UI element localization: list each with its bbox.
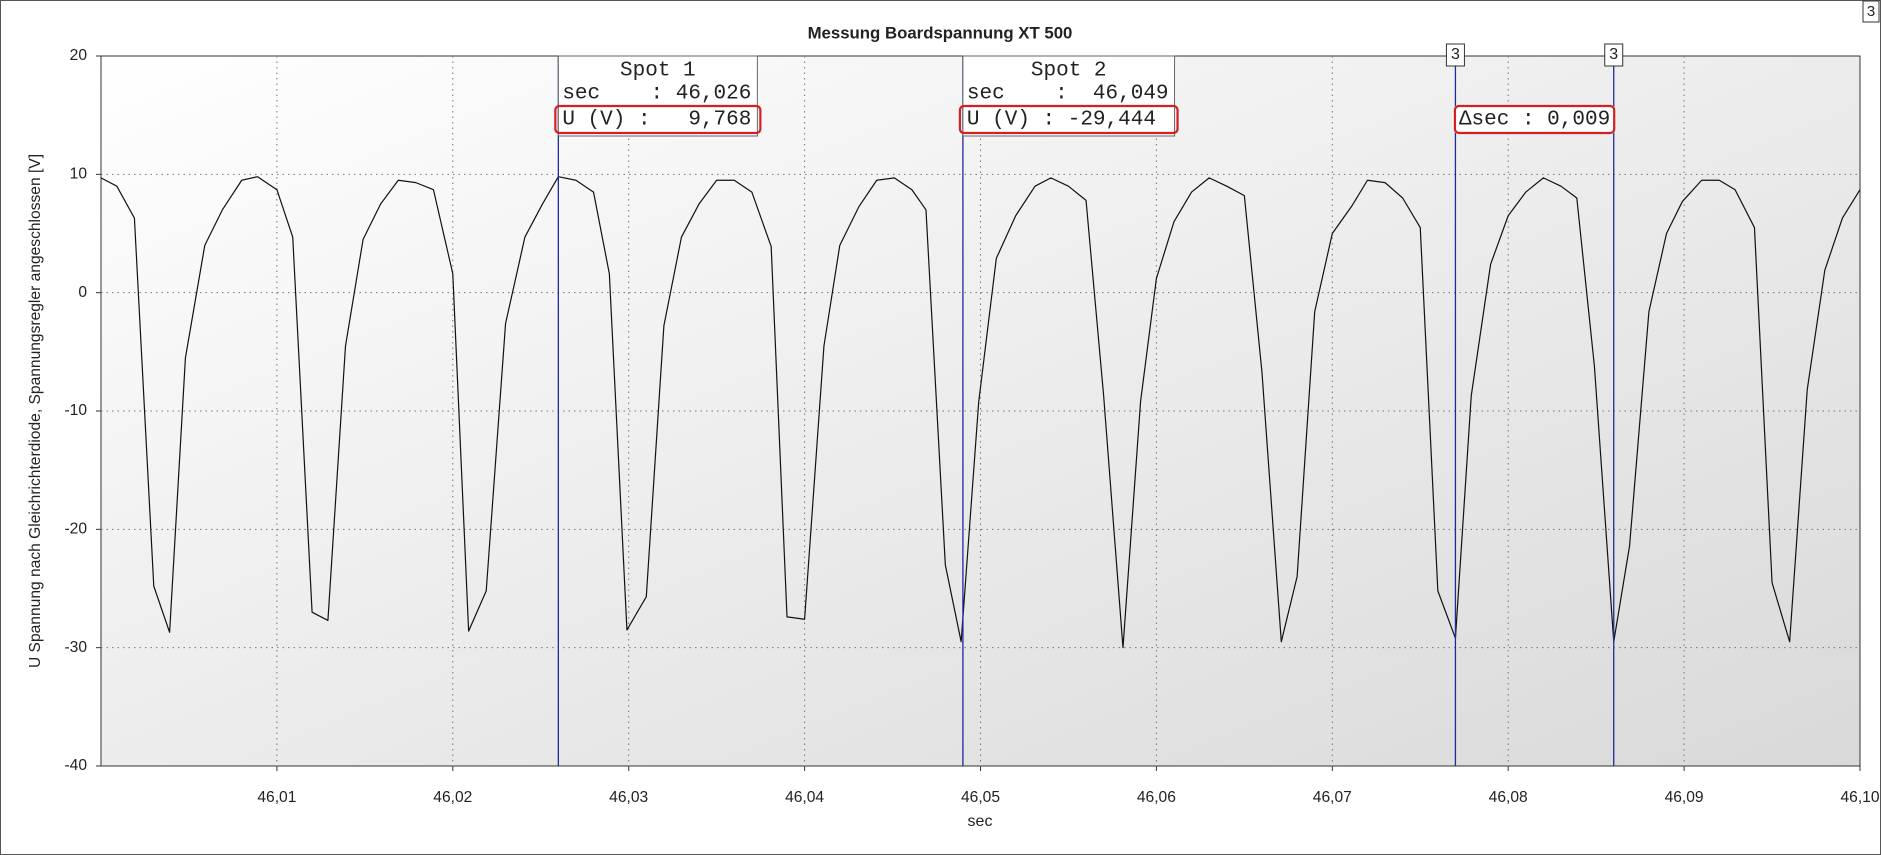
readout-title: Spot 1 (620, 60, 696, 83)
corner-box (1862, 0, 1880, 23)
readout-box (557, 55, 758, 137)
corner-label: 3 (1867, 3, 1875, 20)
readout-y: U (V) : -29,444 (967, 109, 1156, 132)
x-tick-label: 46,03 (609, 789, 648, 806)
marker-box (1445, 43, 1465, 67)
plot-area (100, 55, 1861, 767)
x-tick-label: 46,08 (1489, 789, 1528, 806)
y-tick-label: -10 (64, 402, 87, 419)
marker-label: 3 (1609, 46, 1618, 63)
y-tick-label: -30 (64, 639, 87, 656)
readout-box (962, 55, 1176, 137)
x-tick-label: 46,04 (785, 789, 824, 806)
x-tick-label: 46,10 (1840, 789, 1879, 806)
highlight-box (958, 104, 1179, 135)
readout-x: sec : 46,026 (562, 83, 751, 106)
readout-x: sec : 46,049 (967, 83, 1169, 106)
x-tick-label: 46,02 (433, 789, 472, 806)
x-axis-label: sec (968, 813, 993, 830)
y-tick-label: -40 (64, 757, 87, 774)
x-tick-label: 46,09 (1665, 789, 1704, 806)
readout-title: Spot 2 (1031, 60, 1107, 83)
delta-text: Δsec : 0,009 (1459, 109, 1610, 132)
y-tick-label: 0 (78, 284, 87, 301)
marker-label: 3 (1451, 46, 1460, 63)
x-tick-label: 46,01 (257, 789, 296, 806)
x-tick-label: 46,06 (1137, 789, 1176, 806)
x-tick-label: 46,05 (961, 789, 1000, 806)
y-tick-label: 20 (70, 47, 88, 64)
highlight-box (554, 104, 762, 135)
x-tick-label: 46,07 (1313, 789, 1352, 806)
marker-box (1604, 43, 1624, 67)
y-tick-label: -20 (64, 520, 87, 537)
y-axis-label: U Spannung nach Gleichrichterdiode, Span… (27, 154, 44, 668)
chart-title: Messung Boardspannung XT 500 (808, 23, 1073, 42)
delta-bg (1454, 106, 1615, 133)
highlight-box (1453, 104, 1616, 135)
y-tick-label: 10 (70, 165, 88, 182)
readout-y: U (V) : 9,768 (562, 109, 751, 132)
signal-line (100, 176, 1861, 649)
